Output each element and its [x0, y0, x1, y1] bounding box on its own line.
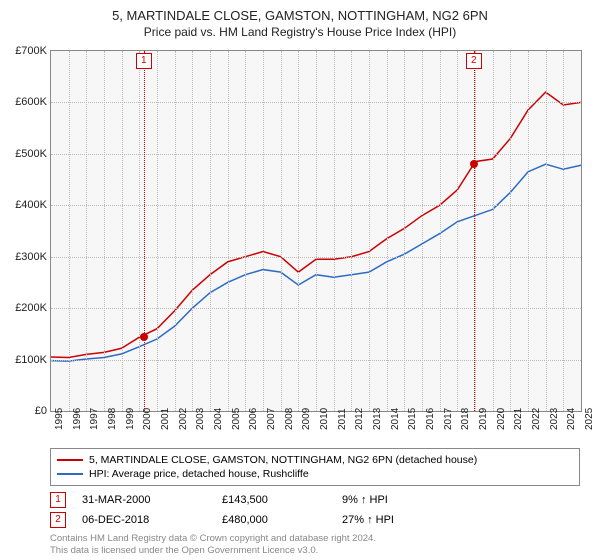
event-marker-dot: [140, 333, 148, 341]
gridline-v: [422, 51, 423, 411]
event-index-box: 1: [50, 492, 66, 508]
x-tick-label: 2021: [513, 408, 524, 430]
gridline-v: [245, 51, 246, 411]
gridline-v: [69, 51, 70, 411]
chart-title: 5, MARTINDALE CLOSE, GAMSTON, NOTTINGHAM…: [0, 0, 600, 23]
x-tick-label: 2011: [337, 408, 348, 430]
x-tick-label: 2013: [372, 408, 383, 430]
x-tick-label: 1998: [107, 408, 118, 430]
event-marker-line: [144, 51, 145, 411]
gridline-v: [475, 51, 476, 411]
gridline-v: [86, 51, 87, 411]
gridline-v: [298, 51, 299, 411]
x-tick-label: 1996: [72, 408, 83, 430]
gridline-v: [316, 51, 317, 411]
x-tick-label: 2023: [549, 408, 560, 430]
gridline-v: [281, 51, 282, 411]
gridline-v: [104, 51, 105, 411]
y-tick-label: £600K: [3, 96, 47, 108]
y-tick-label: £400K: [3, 199, 47, 211]
gridline-v: [387, 51, 388, 411]
legend-item: HPI: Average price, detached house, Rush…: [57, 467, 573, 481]
event-index-box: 2: [50, 512, 66, 528]
x-tick-label: 2018: [460, 408, 471, 430]
x-tick-label: 2024: [566, 408, 577, 430]
x-tick-label: 2012: [354, 408, 365, 430]
footer-attribution: Contains HM Land Registry data © Crown c…: [50, 533, 580, 556]
gridline-v: [228, 51, 229, 411]
x-tick-label: 2004: [213, 408, 224, 430]
x-tick-label: 2014: [390, 408, 401, 430]
event-price: £143,500: [222, 494, 342, 506]
gridline-v: [440, 51, 441, 411]
x-tick-label: 2025: [584, 408, 595, 430]
event-price: £480,000: [222, 514, 342, 526]
x-tick-label: 2022: [531, 408, 542, 430]
chart-container: 5, MARTINDALE CLOSE, GAMSTON, NOTTINGHAM…: [0, 0, 600, 560]
legend-swatch: [57, 473, 83, 475]
gridline-v: [546, 51, 547, 411]
chart-subtitle: Price paid vs. HM Land Registry's House …: [0, 23, 600, 39]
x-tick-label: 2000: [142, 408, 153, 430]
chart-plot-area: £0£100K£200K£300K£400K£500K£600K£700K199…: [50, 50, 582, 412]
y-tick-label: £700K: [3, 45, 47, 57]
gridline-v: [122, 51, 123, 411]
x-tick-label: 1999: [125, 408, 136, 430]
x-tick-label: 2007: [266, 408, 277, 430]
gridline-v: [263, 51, 264, 411]
x-tick-label: 2009: [301, 408, 312, 430]
event-marker-line: [474, 51, 475, 411]
x-tick-label: 2010: [319, 408, 330, 430]
gridline-v: [139, 51, 140, 411]
footer-line2: This data is licensed under the Open Gov…: [50, 545, 318, 556]
gridline-v: [493, 51, 494, 411]
event-marker-dot: [470, 160, 478, 168]
x-tick-label: 2006: [248, 408, 259, 430]
event-pct: 27% ↑ HPI: [342, 514, 394, 526]
event-pct: 9% ↑ HPI: [342, 494, 388, 506]
y-tick-label: £200K: [3, 302, 47, 314]
y-tick-label: £500K: [3, 148, 47, 160]
y-tick-label: £100K: [3, 354, 47, 366]
x-tick-label: 2003: [195, 408, 206, 430]
gridline-v: [369, 51, 370, 411]
gridline-v: [457, 51, 458, 411]
gridline-v: [510, 51, 511, 411]
legend-label: HPI: Average price, detached house, Rush…: [89, 468, 309, 480]
footer-line1: Contains HM Land Registry data © Crown c…: [50, 533, 376, 544]
x-tick-label: 2002: [178, 408, 189, 430]
x-tick-label: 1995: [54, 408, 65, 430]
gridline-v: [175, 51, 176, 411]
gridline-v: [210, 51, 211, 411]
event-table-row: 1 31-MAR-2000£143,5009% ↑ HPI: [50, 490, 580, 510]
legend-swatch: [57, 459, 83, 461]
legend-label: 5, MARTINDALE CLOSE, GAMSTON, NOTTINGHAM…: [89, 454, 477, 466]
x-tick-label: 2016: [425, 408, 436, 430]
gridline-v: [404, 51, 405, 411]
x-tick-label: 2019: [478, 408, 489, 430]
gridline-v: [351, 51, 352, 411]
event-marker-box: 1: [136, 53, 152, 69]
event-marker-box: 2: [466, 53, 482, 69]
event-table-row: 2 06-DEC-2018£480,00027% ↑ HPI: [50, 510, 580, 530]
gridline-v: [334, 51, 335, 411]
gridline-v: [192, 51, 193, 411]
y-tick-label: £0: [3, 405, 47, 417]
event-date: 06-DEC-2018: [82, 514, 222, 526]
chart-legend: 5, MARTINDALE CLOSE, GAMSTON, NOTTINGHAM…: [50, 448, 580, 486]
y-tick-label: £300K: [3, 251, 47, 263]
gridline-v: [563, 51, 564, 411]
x-tick-label: 2015: [407, 408, 418, 430]
x-tick-label: 2017: [443, 408, 454, 430]
x-tick-label: 2001: [160, 408, 171, 430]
x-tick-label: 2008: [284, 408, 295, 430]
gridline-v: [157, 51, 158, 411]
gridline-v: [528, 51, 529, 411]
x-tick-label: 1997: [89, 408, 100, 430]
event-date: 31-MAR-2000: [82, 494, 222, 506]
x-tick-label: 2005: [231, 408, 242, 430]
legend-item: 5, MARTINDALE CLOSE, GAMSTON, NOTTINGHAM…: [57, 453, 573, 467]
x-tick-label: 2020: [496, 408, 507, 430]
events-table: 1 31-MAR-2000£143,5009% ↑ HPI 2 06-DEC-2018…: [50, 490, 580, 530]
